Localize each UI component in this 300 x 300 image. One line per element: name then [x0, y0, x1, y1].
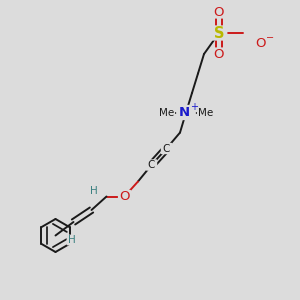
- FancyBboxPatch shape: [211, 25, 227, 40]
- Text: O: O: [119, 190, 130, 203]
- FancyBboxPatch shape: [197, 106, 214, 119]
- FancyBboxPatch shape: [146, 159, 157, 171]
- Text: C: C: [148, 160, 155, 170]
- Text: H: H: [68, 235, 76, 245]
- Text: Me: Me: [159, 107, 174, 118]
- Text: H: H: [90, 185, 98, 196]
- FancyBboxPatch shape: [176, 105, 196, 120]
- FancyBboxPatch shape: [88, 185, 99, 196]
- FancyBboxPatch shape: [212, 47, 226, 61]
- Text: O: O: [214, 5, 224, 19]
- FancyBboxPatch shape: [212, 5, 226, 19]
- FancyBboxPatch shape: [158, 106, 175, 119]
- FancyBboxPatch shape: [118, 190, 131, 203]
- Text: S: S: [214, 26, 224, 40]
- Text: O: O: [214, 47, 224, 61]
- Text: C: C: [163, 143, 170, 154]
- Text: −: −: [266, 33, 274, 43]
- Text: Me: Me: [198, 107, 213, 118]
- Text: N: N: [179, 106, 190, 119]
- FancyBboxPatch shape: [161, 143, 172, 154]
- Text: O: O: [256, 37, 266, 50]
- FancyBboxPatch shape: [254, 37, 276, 50]
- FancyBboxPatch shape: [67, 235, 77, 245]
- Text: +: +: [190, 102, 198, 112]
